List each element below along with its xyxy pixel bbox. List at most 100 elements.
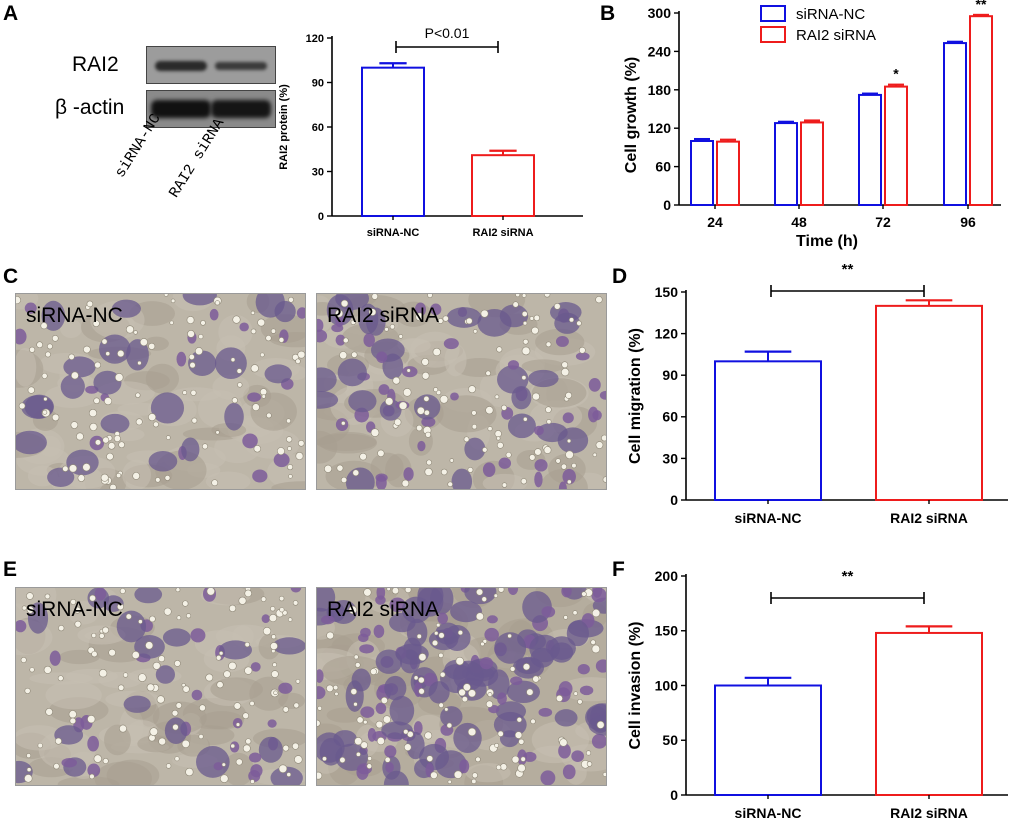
membrane-pore xyxy=(153,421,159,428)
membrane-pore xyxy=(577,699,583,705)
migrated-cell xyxy=(381,721,413,740)
membrane-pore xyxy=(46,343,53,350)
migrated-cell xyxy=(16,619,27,633)
membrane-pore xyxy=(57,675,64,682)
migrated-cell xyxy=(554,709,578,727)
migrated-cell xyxy=(414,302,426,317)
membrane-pore xyxy=(585,750,592,756)
migrated-cell xyxy=(498,457,512,469)
micrograph-texture xyxy=(521,359,565,373)
migrated-cell xyxy=(330,600,357,625)
membrane-pore xyxy=(117,603,124,611)
membrane-pore xyxy=(268,614,278,623)
migrated-cell xyxy=(367,728,377,742)
membrane-pore xyxy=(107,442,116,450)
migrated-cell xyxy=(375,702,387,715)
migrated-cell xyxy=(61,758,78,768)
membrane-pore xyxy=(200,320,206,326)
x-category-label: 96 xyxy=(960,214,976,230)
micrograph-texture xyxy=(57,776,120,785)
membrane-pore xyxy=(297,350,305,359)
membrane-pore xyxy=(561,361,569,369)
y-tick-label: 60 xyxy=(655,159,671,175)
y-tick-label: 0 xyxy=(670,787,678,803)
membrane-pore xyxy=(89,422,98,431)
migrated-cell xyxy=(213,762,224,771)
migrated-cell xyxy=(464,437,486,461)
bar-sirna-nc xyxy=(714,684,822,796)
membrane-pore xyxy=(266,412,272,419)
membrane-pore xyxy=(40,322,48,330)
membrane-pore xyxy=(89,773,95,780)
membrane-pore xyxy=(384,756,391,763)
membrane-pore xyxy=(431,639,439,647)
migrated-cell xyxy=(317,588,336,612)
membrane-pore xyxy=(458,688,466,697)
membrane-pore xyxy=(471,778,477,784)
membrane-pore xyxy=(353,654,359,660)
legend-swatch-rai2-sirna xyxy=(760,26,786,43)
membrane-pore xyxy=(73,606,81,614)
membrane-pore xyxy=(278,595,285,602)
micrograph-texture xyxy=(104,724,131,756)
migrated-cell xyxy=(123,695,151,713)
y-tick-label: 300 xyxy=(648,5,672,21)
significance-label: ** xyxy=(842,568,854,585)
migrated-cell xyxy=(176,351,187,367)
membrane-pore xyxy=(467,689,477,698)
membrane-pore xyxy=(131,651,140,660)
membrane-pore xyxy=(206,588,215,596)
membrane-pore xyxy=(413,675,419,681)
migrated-cell xyxy=(363,333,375,348)
membrane-pore xyxy=(441,468,448,476)
migrated-cell xyxy=(530,647,554,668)
membrane-pore xyxy=(326,684,334,693)
migrated-cell xyxy=(577,663,590,675)
migrated-cell xyxy=(49,650,61,666)
membrane-pore xyxy=(571,462,577,469)
bar-sirna-nc xyxy=(714,360,822,502)
membrane-pore xyxy=(435,622,441,628)
migrated-cell xyxy=(209,308,219,321)
membrane-pore xyxy=(530,718,536,725)
membrane-pore xyxy=(244,641,250,648)
membrane-pore xyxy=(174,756,180,762)
migrated-cell xyxy=(384,675,407,701)
membrane-pore xyxy=(461,696,468,703)
membrane-pore xyxy=(273,690,278,696)
membrane-pore xyxy=(117,349,125,358)
membrane-pore xyxy=(465,317,473,325)
migrated-cell xyxy=(273,452,290,468)
membrane-pore xyxy=(86,300,94,308)
panel-letter-f: F xyxy=(612,558,625,581)
migrated-cell xyxy=(446,307,482,328)
membrane-pore xyxy=(146,683,155,692)
migrated-cell xyxy=(528,369,559,388)
micrograph-texture xyxy=(16,347,37,387)
membrane-pore xyxy=(487,692,493,698)
membrane-pore xyxy=(108,648,116,657)
membrane-pore xyxy=(494,742,500,748)
membrane-pore xyxy=(119,724,127,733)
migrated-cell xyxy=(534,459,548,472)
membrane-pore xyxy=(359,452,367,461)
migrated-cell xyxy=(571,750,585,763)
membrane-pore xyxy=(531,326,539,335)
migrated-cell xyxy=(290,588,302,593)
membrane-pore xyxy=(182,685,190,693)
migrated-cell xyxy=(196,746,230,778)
micrograph-texture xyxy=(435,395,497,433)
membrane-pore xyxy=(287,446,292,451)
migrated-cell xyxy=(360,706,375,718)
micrograph-texture xyxy=(482,473,528,489)
membrane-pore xyxy=(351,351,358,358)
membrane-pore xyxy=(45,351,51,358)
blot-label-beta-actin: β -actin xyxy=(55,96,125,119)
membrane-pore xyxy=(20,657,27,664)
x-category-label: 24 xyxy=(707,214,723,230)
y-tick-label: 180 xyxy=(648,82,672,98)
migrated-cell xyxy=(191,689,203,701)
migrated-cell xyxy=(540,770,556,785)
x-category-label: 48 xyxy=(791,214,807,230)
migrated-cell xyxy=(47,467,75,487)
